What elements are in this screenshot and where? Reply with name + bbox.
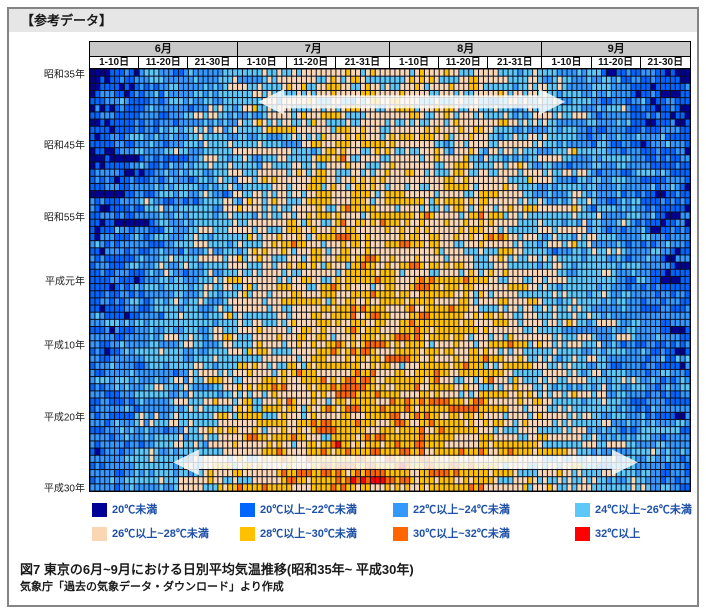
year-axis-label: 昭和55年 <box>43 212 85 224</box>
year-axis-label: 平成元年 <box>45 276 85 288</box>
legend-label: 24℃以上~26℃未満 <box>595 504 692 516</box>
period-header: 1-10日 <box>542 57 592 69</box>
legend-label: 20℃以上~22℃未満 <box>260 504 357 516</box>
temperature-heatmap-chart: 6月 7月 8月 9月 1-10日 11-20日 21-30日 1-10日 11-20日 21-… <box>89 41 691 492</box>
legend-label: 22℃以上~24℃未満 <box>413 504 510 516</box>
legend-swatch <box>92 527 107 541</box>
period-header: 11-20日 <box>286 57 336 69</box>
legend-swatch <box>575 503 590 517</box>
year-axis-label: 昭和35年 <box>43 69 85 81</box>
legend-label: 20℃未満 <box>112 504 158 516</box>
figure-source: 気象庁「過去の気象データ・ダウンロード」より作成 <box>20 581 284 593</box>
period-header: 1-10日 <box>389 57 440 69</box>
legend-label: 26℃以上~28℃未満 <box>112 528 209 540</box>
legend-swatch <box>240 503 255 517</box>
panel-header: 【参考データ】 <box>9 9 697 32</box>
legend-swatch <box>393 503 408 517</box>
figure-caption: 図7 東京の6月~9月における日別平均気温推移(昭和35年~ 平成30年) <box>20 562 414 577</box>
legend-label: 28℃以上~30℃未満 <box>260 528 357 540</box>
period-header: 21-30日 <box>640 57 690 69</box>
legend-swatch <box>393 527 408 541</box>
period-header: 21-31日 <box>488 57 543 69</box>
year-axis-label: 平成30年 <box>43 483 85 495</box>
period-header: 21-30日 <box>188 57 238 69</box>
year-axis-label: 平成10年 <box>43 340 85 352</box>
legend-label: 32℃以上 <box>595 528 641 540</box>
heatmap-grid <box>90 69 690 491</box>
year-axis-label: 平成20年 <box>43 412 85 424</box>
legend-swatch <box>240 527 255 541</box>
period-header: 11-20日 <box>139 57 189 69</box>
year-axis-label: 昭和45年 <box>43 140 85 152</box>
legend-swatch <box>92 503 107 517</box>
month-header: 8月 <box>389 42 543 57</box>
legend-label: 30℃以上~32℃未満 <box>413 528 510 540</box>
period-header: 11-20日 <box>591 57 641 69</box>
period-header: 1-10日 <box>90 57 140 69</box>
month-header: 6月 <box>90 42 238 57</box>
month-header-row: 6月 7月 8月 9月 <box>90 42 690 57</box>
period-header: 1-10日 <box>237 57 287 69</box>
period-header: 21-31日 <box>335 57 390 69</box>
panel-frame: 【参考データ】 6月 7月 8月 9月 1-10日 11-20日 21-30日 1-10日 1… <box>7 7 699 607</box>
period-header: 11-20日 <box>439 57 489 69</box>
month-header: 7月 <box>237 42 390 57</box>
legend-swatch <box>575 527 590 541</box>
period-header-row: 1-10日 11-20日 21-30日 1-10日 11-20日 21-31日 1-10日 1… <box>90 57 690 69</box>
month-header: 9月 <box>542 42 690 57</box>
